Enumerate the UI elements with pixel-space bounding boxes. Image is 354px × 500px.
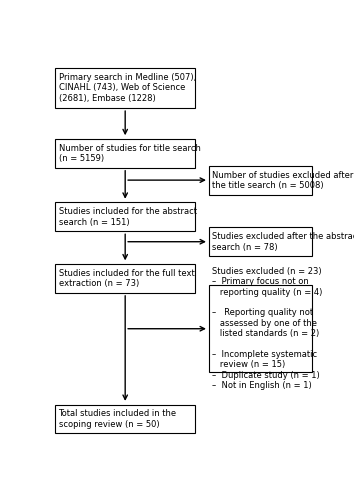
Text: Number of studies for title search
(n = 5159): Number of studies for title search (n = … bbox=[58, 144, 200, 163]
FancyBboxPatch shape bbox=[209, 166, 312, 194]
Text: Studies excluded after the abstract
search (n = 78): Studies excluded after the abstract sear… bbox=[212, 232, 354, 252]
Text: Primary search in Medline (507),
CINAHL (743), Web of Science
(2681), Embase (12: Primary search in Medline (507), CINAHL … bbox=[58, 73, 196, 103]
Text: Studies included for the full text
extraction (n = 73): Studies included for the full text extra… bbox=[58, 269, 194, 288]
FancyBboxPatch shape bbox=[209, 285, 312, 372]
FancyBboxPatch shape bbox=[209, 228, 312, 256]
FancyBboxPatch shape bbox=[55, 202, 195, 232]
Text: Studies excluded (n = 23)
–  Primary focus not on
   reporting quality (n = 4)

: Studies excluded (n = 23) – Primary focu… bbox=[212, 267, 322, 390]
FancyBboxPatch shape bbox=[55, 404, 195, 434]
FancyBboxPatch shape bbox=[55, 264, 195, 293]
FancyBboxPatch shape bbox=[55, 139, 195, 168]
Text: Total studies included in the
scoping review (n = 50): Total studies included in the scoping re… bbox=[58, 410, 177, 428]
FancyBboxPatch shape bbox=[55, 68, 195, 108]
Text: Number of studies excluded after
the title search (n = 5008): Number of studies excluded after the tit… bbox=[212, 170, 353, 190]
Text: Studies included for the abstract
search (n = 151): Studies included for the abstract search… bbox=[58, 207, 196, 227]
